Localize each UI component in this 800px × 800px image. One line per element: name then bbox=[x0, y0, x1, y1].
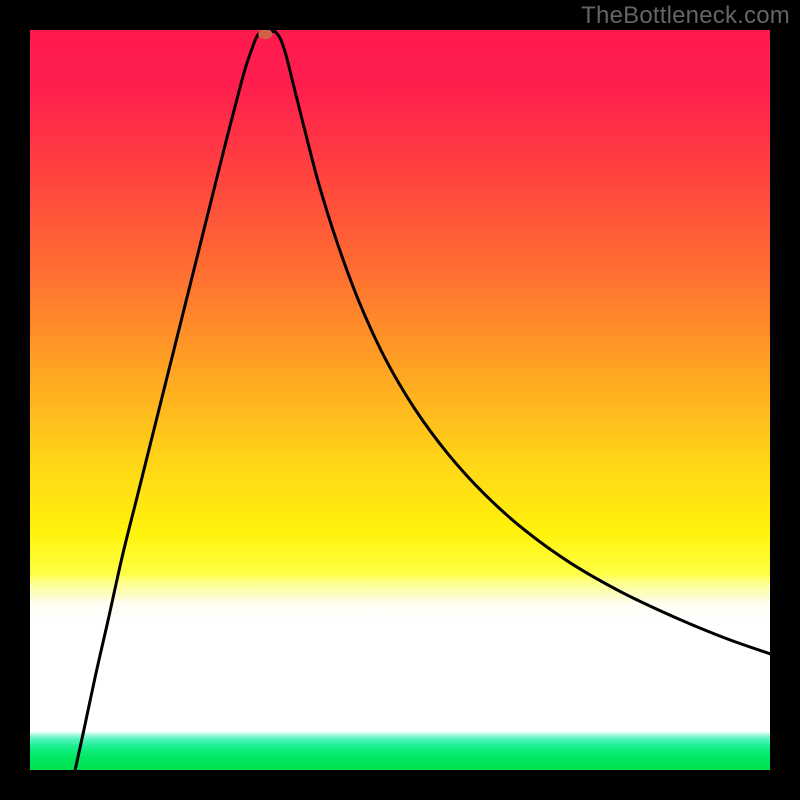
optimum-marker bbox=[258, 29, 272, 39]
chart-wrapper: TheBottleneck.com bbox=[0, 0, 800, 800]
plot-background bbox=[30, 30, 770, 770]
watermark-label: TheBottleneck.com bbox=[581, 2, 790, 30]
chart-svg bbox=[0, 0, 800, 800]
